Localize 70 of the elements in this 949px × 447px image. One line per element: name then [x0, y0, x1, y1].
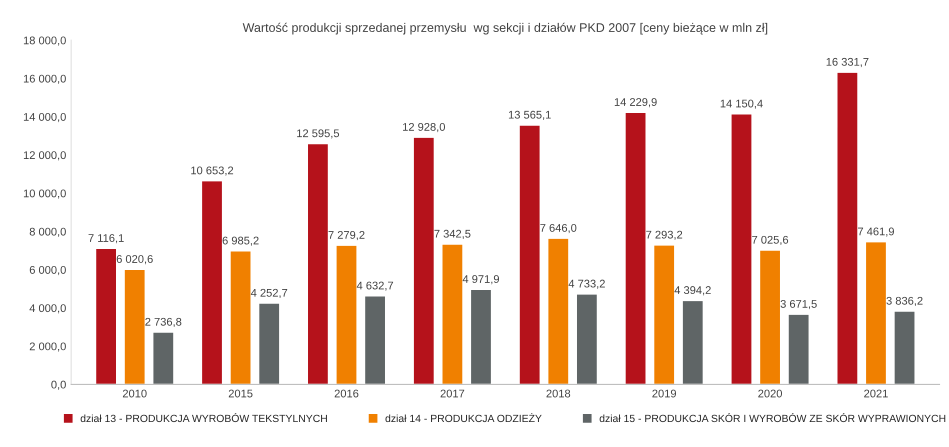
data-label: 14 229,9 [614, 98, 657, 108]
data-label: 6 985,2 [222, 236, 259, 246]
bar [576, 293, 598, 384]
bar [893, 310, 916, 384]
data-label: 7 116,1 [88, 234, 124, 244]
data-label: 4 971,9 [462, 275, 499, 284]
bar [470, 288, 492, 384]
x-tick-label: 2018 [546, 390, 570, 398]
x-tick-label: 2010 [122, 390, 147, 398]
bar [94, 248, 118, 384]
x-tick-label: 2019 [652, 390, 676, 398]
data-label: 3 836,2 [886, 296, 923, 306]
legend-label: dział 13 - PRODUKCJA WYROBÓW TEKSTYLNYCH [80, 412, 327, 422]
bar [123, 268, 146, 384]
x-tick-label: 2015 [228, 390, 252, 398]
bar [412, 136, 436, 384]
bar [652, 244, 676, 384]
data-label: 12 595,5 [297, 129, 340, 139]
data-label: 3 671,5 [780, 300, 817, 310]
bar [258, 302, 280, 384]
bar [836, 71, 859, 384]
data-label: 10 653,2 [191, 166, 234, 176]
x-tick-label: 2017 [440, 390, 464, 398]
data-label: 7 293,2 [646, 230, 682, 240]
y-tick-label: 10 000,0 [24, 189, 66, 199]
y-tick-label: 8 000,0 [30, 228, 66, 237]
bar [441, 243, 464, 384]
chart-title: Wartość produkcji sprzedanej przemysłu wg sekcji i działów PKD 2007 [ceny bieżące w mln zł] [242, 22, 768, 34]
data-label: 12 928,0 [403, 122, 445, 132]
data-label: 4 733,2 [568, 280, 605, 289]
y-tick-label: 18 000,0 [24, 36, 66, 46]
data-label: 4 632,7 [356, 282, 394, 291]
data-label: 7 342,5 [434, 230, 470, 239]
data-label: 4 394,2 [674, 286, 711, 296]
y-tick-label: 4 000,0 [30, 304, 66, 314]
y-tick-label: 14 000,0 [24, 112, 66, 122]
bar [758, 249, 782, 384]
bar [152, 331, 175, 384]
legend-label: dział 15 - PRODUKCJA SKÓR I WYROBÓW ZE SKÓR WYPRAWIONYCH [600, 412, 946, 422]
data-label: 7 646,0 [540, 224, 576, 234]
y-tick-label: 16 000,0 [24, 74, 66, 84]
bar [306, 142, 330, 384]
data-label: 2 736,8 [145, 318, 182, 328]
data-label: 6 020,6 [116, 255, 153, 264]
y-tick-label: 12 000,0 [24, 151, 66, 160]
x-tick-label: 2016 [334, 390, 358, 398]
bar [200, 180, 224, 384]
x-tick-label: 2021 [864, 390, 888, 398]
data-label: 7 461,9 [858, 228, 894, 237]
y-tick-label: 0,0 [51, 380, 66, 390]
data-label: 13 565,1 [508, 110, 551, 120]
bar [229, 250, 252, 384]
bar [335, 244, 358, 384]
data-label: 7 025,6 [752, 236, 788, 246]
data-label: 16 331,7 [826, 58, 868, 68]
data-label: 4 252,7 [250, 288, 288, 298]
bar [864, 241, 888, 384]
data-label: 7 279,2 [328, 231, 364, 240]
bar [681, 300, 704, 384]
bar [518, 124, 541, 384]
x-tick-label: 2020 [758, 390, 782, 398]
legend-label: dział 14 - PRODUKCJA ODZIEŻY [385, 412, 542, 422]
data-label: 14 150,4 [720, 100, 763, 109]
y-tick-label: 6 000,0 [30, 266, 66, 276]
bar [730, 113, 753, 384]
bar [624, 112, 647, 384]
bar [787, 314, 810, 384]
bar [364, 295, 386, 384]
y-tick-label: 2 000,0 [30, 342, 66, 352]
bar [547, 238, 570, 384]
